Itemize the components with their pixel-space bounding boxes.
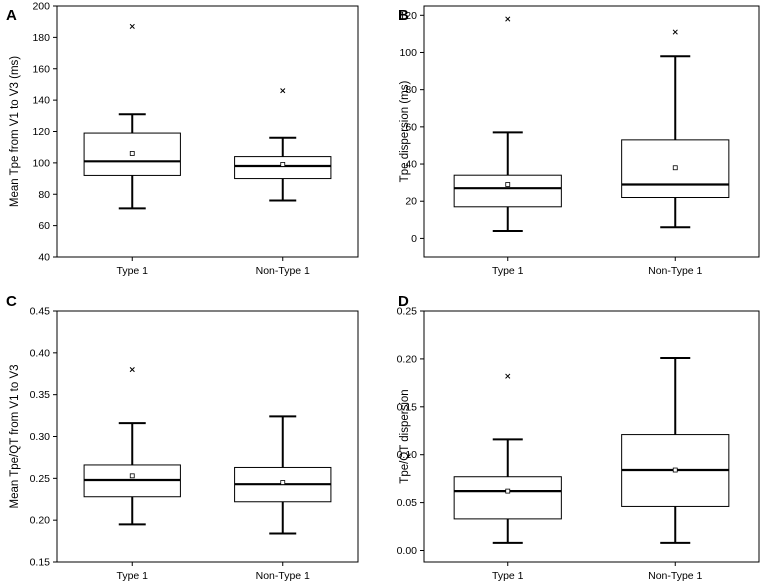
x-tick-label: Non-Type 1 xyxy=(648,265,702,277)
box-non-type-1 xyxy=(621,29,730,229)
y-tick-label: 180 xyxy=(32,32,50,44)
panel-c: C 0.15 0.20 0.25 0.30 0.35 0.40 0.45 Mean Tpe/QT… xyxy=(6,293,359,582)
mean-marker xyxy=(505,488,511,494)
box-non-type-1 xyxy=(234,415,332,535)
y-tick-label: 0.25 xyxy=(397,306,418,318)
mean-marker xyxy=(672,165,678,171)
y-tick-label: 160 xyxy=(32,63,50,75)
x-tick-label: Type 1 xyxy=(492,570,524,582)
outlier-marker xyxy=(505,373,511,379)
outlier-marker xyxy=(505,16,511,22)
plot-frame xyxy=(56,310,359,563)
y-tick-label: 40 xyxy=(405,159,417,171)
y-tick-label: 80 xyxy=(38,189,50,201)
x-tick-label: Type 1 xyxy=(116,265,148,277)
mean-marker xyxy=(129,151,135,156)
y-tick-label: 0.45 xyxy=(30,306,51,318)
panel-letter: C xyxy=(6,293,17,310)
y-tick-label: 40 xyxy=(38,252,50,264)
panel-d: D 0.00 0.05 0.10 0.15 0.20 0.25 Tpe/QT dispersi… xyxy=(397,293,760,582)
y-tick-label: 0.00 xyxy=(397,545,418,557)
y-axis-title: Mean Tpe from V1 to V3 (ms) xyxy=(9,56,21,207)
box-type-1 xyxy=(453,16,562,232)
x-tick-label: Non-Type 1 xyxy=(648,570,702,582)
box-type-1 xyxy=(83,23,181,210)
iqr-box xyxy=(453,174,562,208)
y-tick-label: 0.05 xyxy=(397,497,418,509)
y-tick-label: 0.20 xyxy=(30,515,51,527)
panel-letter: B xyxy=(398,7,409,24)
y-axis-title: Tpe/QT dispersion xyxy=(399,389,411,483)
y-tick-label: 0.20 xyxy=(397,353,418,365)
plot-frame xyxy=(423,310,760,563)
box-non-type-1 xyxy=(621,356,730,544)
panel-b: B 0 20 40 60 80 100 120 Tpe dispersion (ms) Type … xyxy=(398,5,760,277)
outlier-marker xyxy=(129,23,135,29)
x-tick-label: Non-Type 1 xyxy=(256,570,310,582)
plot-frame xyxy=(423,5,760,258)
box-non-type-1 xyxy=(234,88,332,202)
y-tick-label: 0.15 xyxy=(397,401,418,413)
y-tick-label: 0.40 xyxy=(30,347,51,359)
x-tick-label: Type 1 xyxy=(492,265,524,277)
y-tick-label: 200 xyxy=(32,1,50,13)
y-axis-title: Mean Tpe/QT from V1 to V3 xyxy=(9,364,21,508)
panel-letter: A xyxy=(6,7,17,24)
y-tick-label: 60 xyxy=(38,220,50,232)
mean-marker xyxy=(280,162,286,167)
y-tick-label: 0.35 xyxy=(30,389,51,401)
x-tick-label: Non-Type 1 xyxy=(256,265,310,277)
outlier-marker xyxy=(672,29,678,35)
y-tick-label: 0.30 xyxy=(30,431,51,443)
y-tick-label: 120 xyxy=(399,10,417,22)
y-tick-label: 100 xyxy=(399,47,417,59)
y-tick-label: 0 xyxy=(411,233,417,245)
y-tick-label: 0.10 xyxy=(397,449,418,461)
mean-marker xyxy=(672,467,678,473)
y-tick-label: 60 xyxy=(405,121,417,133)
outlier-marker xyxy=(280,88,286,94)
panel-letter: D xyxy=(398,293,409,310)
panel-a: A 40 60 80 100 120 140 160 180 200 Mean Tpe from V… xyxy=(6,1,359,277)
x-tick-label: Type 1 xyxy=(116,570,148,582)
mean-marker xyxy=(505,182,511,187)
y-tick-label: 0.25 xyxy=(30,473,51,485)
y-tick-label: 100 xyxy=(32,157,50,169)
y-tick-label: 140 xyxy=(32,95,50,107)
iqr-box xyxy=(453,476,562,520)
box-type-1 xyxy=(453,373,562,544)
box-type-1 xyxy=(83,367,181,526)
y-tick-label: 20 xyxy=(405,196,417,208)
outlier-marker xyxy=(129,367,135,373)
mean-marker xyxy=(129,473,135,479)
y-tick-label: 120 xyxy=(32,126,50,138)
mean-marker xyxy=(280,480,286,485)
iqr-box xyxy=(234,156,332,180)
y-tick-label: 80 xyxy=(405,84,417,96)
plot-frame xyxy=(56,5,359,258)
y-axis-title: Tpe dispersion (ms) xyxy=(399,81,411,183)
y-tick-label: 0.15 xyxy=(30,557,51,569)
